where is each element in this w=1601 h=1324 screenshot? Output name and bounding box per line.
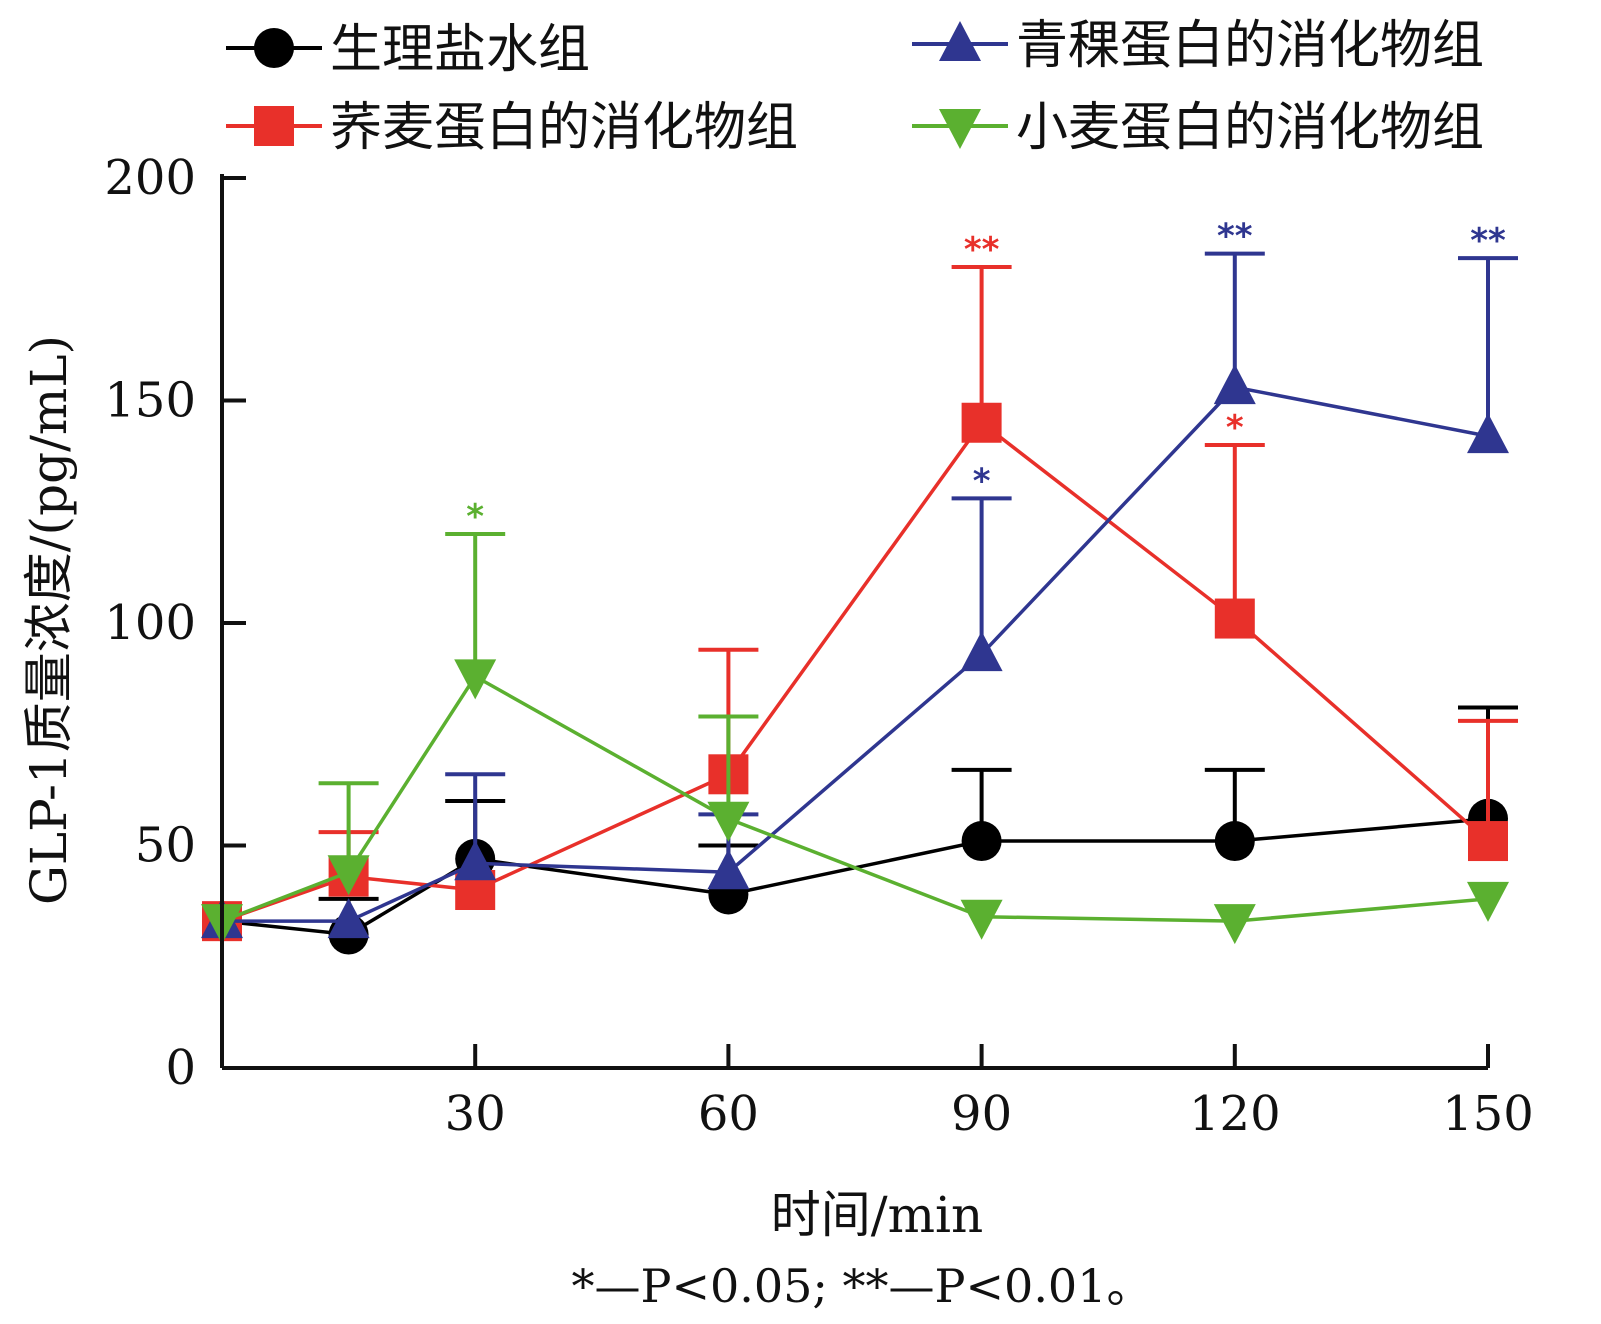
data-point-marker: [961, 821, 1002, 862]
data-point-marker: [939, 109, 981, 149]
data-point-marker: [707, 849, 750, 890]
legend-label: 青稞蛋白的消化物组: [1016, 16, 1484, 76]
data-point-marker: [939, 21, 981, 61]
data-point-marker: [1214, 598, 1255, 639]
series-line: [221, 420, 1490, 923]
legend-label: 荞麦蛋白的消化物组: [330, 98, 798, 158]
legend-label: 生理盐水组: [330, 20, 590, 80]
plot-area: ****** ***: [201, 217, 1518, 955]
x-axis-title: 时间/min: [771, 1186, 983, 1244]
x-tick-label: 90: [951, 1086, 1012, 1142]
legend-item: 生理盐水组: [226, 20, 590, 80]
data-point-marker: [1213, 364, 1256, 405]
y-axis-title: GLP-1质量浓度/(pg/mL): [20, 335, 78, 905]
data-point-marker: [254, 28, 294, 68]
legend-item: 小麦蛋白的消化物组: [912, 98, 1484, 158]
legend-label: 小麦蛋白的消化物组: [1016, 98, 1484, 158]
y-tick-label: 200: [104, 150, 196, 206]
x-tick-label: 120: [1189, 1086, 1281, 1142]
series-line: [222, 385, 1489, 923]
data-point-marker: [1214, 821, 1255, 862]
y-tick-label: 0: [165, 1040, 196, 1096]
data-point-marker: [1467, 881, 1509, 922]
y-tick-label: 50: [135, 818, 196, 874]
significance-mark: **: [964, 230, 1000, 270]
significance-footnote: *—P<0.05; **—P<0.01。: [572, 1259, 1153, 1313]
data-point-marker: [454, 840, 497, 881]
x-tick-label: 150: [1442, 1086, 1534, 1142]
data-point-marker: [1213, 904, 1256, 945]
data-point-marker: [254, 106, 294, 146]
data-point-marker: [1467, 413, 1509, 454]
significance-mark: **: [1470, 221, 1506, 261]
data-point-marker: [1468, 821, 1508, 862]
data-point-marker: [960, 631, 1003, 672]
series-2: *** **: [201, 217, 1518, 939]
y-tick-label: 150: [104, 373, 196, 429]
data-point-marker: [327, 898, 370, 939]
axes: 0 50 100 150 200 30 60 90 120 150: [104, 150, 1533, 1142]
data-point-marker: [961, 402, 1002, 443]
data-point-marker: [960, 899, 1003, 940]
data-point-marker: [327, 855, 370, 896]
significance-mark: **: [1217, 217, 1253, 257]
series-0: [202, 705, 1518, 955]
data-point-marker: [454, 659, 497, 700]
significance-mark: *: [973, 461, 991, 501]
significance-mark: *: [466, 497, 484, 537]
legend-item: 荞麦蛋白的消化物组: [226, 98, 798, 158]
x-tick-label: 30: [445, 1086, 506, 1142]
series-3: *: [201, 497, 1509, 945]
legend-item: 青稞蛋白的消化物组: [912, 16, 1484, 76]
data-point-marker: [707, 801, 750, 842]
y-tick-label: 100: [104, 595, 196, 651]
significance-mark: *: [1226, 408, 1244, 448]
x-tick-label: 60: [698, 1086, 759, 1142]
